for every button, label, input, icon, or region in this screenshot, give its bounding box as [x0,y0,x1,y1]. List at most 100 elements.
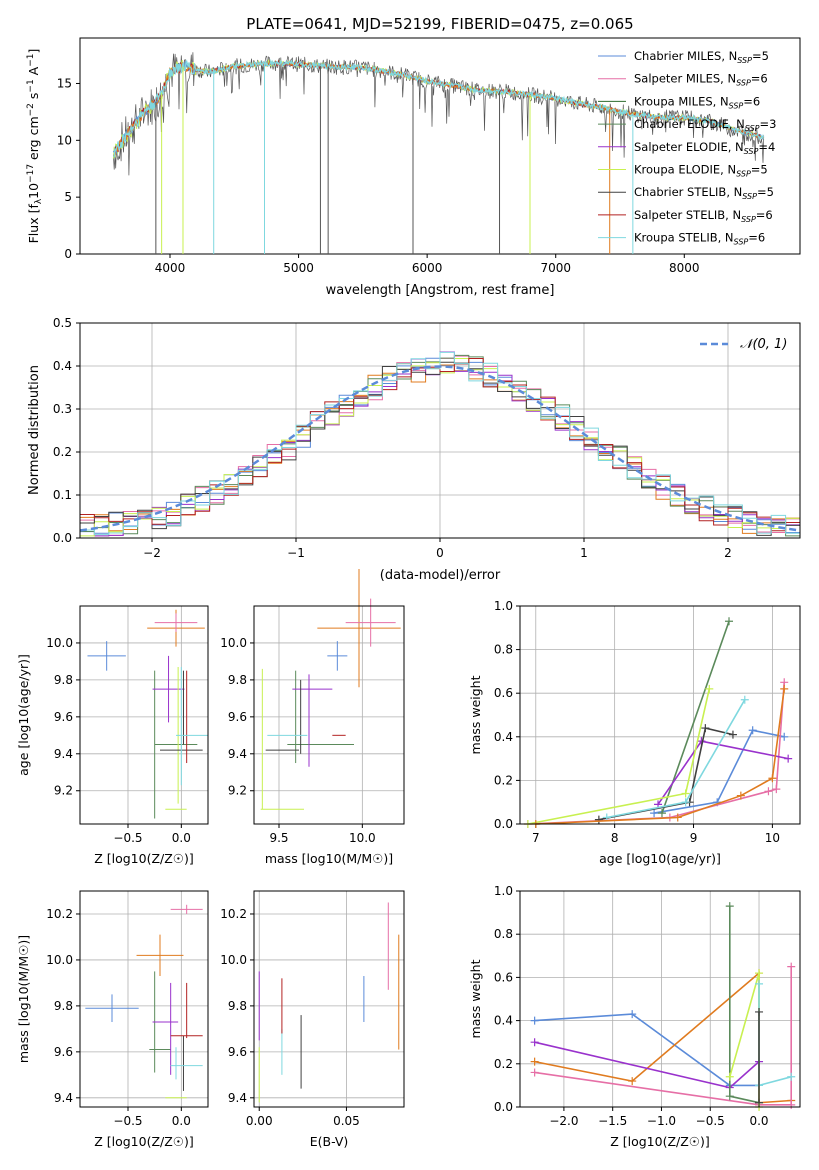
data-marker [787,1100,796,1109]
data-marker [657,809,666,818]
y-tick-label: 0.0 [53,531,72,545]
mass-weight-series [606,699,746,819]
panel-frame [79,890,209,1108]
x-tick-label: 10.0 [349,831,376,845]
histogram-step [80,351,800,536]
y-tick-label: 10.0 [46,953,73,967]
spectrum-ylabel: Flux [fλ10−17 erg cm−2 s−1 A−1] [26,49,44,244]
weight-vs-z-panel: −2.0 −1.5 −1.0 −0.5 0.0 0.0 0.2 0.4 0.6 0.8 1.0 Z [… [468,884,801,1149]
x-tick-label: 9 [690,831,698,845]
y-tick-label: 9.8 [54,673,73,687]
mass-weight-series [653,729,785,814]
data-marker [725,1072,734,1081]
data-marker [650,809,659,818]
data-marker [530,1068,539,1077]
normal-curve [79,365,801,532]
data-marker [787,962,796,971]
histogram-xlabel: (data-model)/error [380,568,501,583]
y-tick-label: 9.6 [228,710,247,724]
x-tick-label: −1 [287,546,305,560]
age-vs-z-panel: −0.5 0.0 9.2 9.4 9.6 9.8 10.0 Z [log10(Z/Z☉)] ag… [16,605,209,866]
mass-weight-series [527,682,785,825]
x-tick-label: −2.0 [549,1114,578,1128]
data-marker [530,1038,539,1047]
x-tick-label: 0.0 [749,1114,768,1128]
data-marker [764,787,773,796]
y-tick-label: 1.0 [494,884,513,898]
y-tick-label: 9.6 [54,710,73,724]
panel-frame [253,605,405,825]
legend-label: Kroupa MILES, NSSP=6 [634,94,760,110]
y-tick-label: 9.2 [54,784,73,798]
legend-label: Chabrier STELIB, NSSP=5 [634,185,774,201]
y-tick-label: 9.4 [228,747,247,761]
spectrum-legend: Chabrier MILES, NSSP=5 Salpeter MILES, NS… [598,49,776,247]
mass-vs-z-panel: −0.5 0.0 9.4 9.6 9.8 10.0 10.2 Z [log10(Z/Z☉)] m… [16,890,209,1149]
data-marker [755,1098,764,1107]
y-tick-label: 9.2 [228,784,247,798]
data-marker [594,815,603,824]
y-tick-label: 10 [57,133,72,147]
data-marker [530,1016,539,1025]
histogram-ticks: −2 −1 0 1 2 0.0 0.1 0.2 0.3 0.4 0.5 [53,316,732,560]
age-vs-mass-panel: 9.5 10.0 9.2 9.4 9.6 9.8 10.0 mass [log10(M/M☉)… [220,569,405,866]
y-tick-label: 9.4 [54,747,73,761]
y-tick-label: 0.2 [53,445,72,459]
legend-label: Chabrier MILES, NSSP=5 [634,49,769,65]
histogram-steps [79,351,801,537]
x-axis-label: age [log10(age/yr)] [599,851,721,866]
x-tick-label: 0.00 [246,1114,273,1128]
legend-label: Salpeter MILES, NSSP=6 [634,72,768,88]
y-tick-label: 0.4 [494,1014,513,1028]
legend-label: Kroupa ELODIE, NSSP=5 [634,163,768,179]
data-marker [628,1010,637,1019]
x-tick-label: 7 [532,831,540,845]
x-tick-label: −2 [143,546,161,560]
x-tick-label: 2 [724,546,732,560]
mass-weight-series [729,906,760,1104]
x-axis-label: Z [log10(Z/Z☉)] [94,1134,194,1149]
data-marker [736,791,745,800]
x-axis-label: mass [log10(M/M☉)] [265,851,393,866]
legend-label: Kroupa STELIB, NSSP=6 [634,231,765,247]
spectrum-lines [112,52,765,254]
mass-vs-ebv-panel: 0.00 0.05 9.4 9.6 9.8 10.0 10.2 E(B-V) [220,890,405,1149]
y-axis-label: age [log10(age/yr)] [16,654,31,776]
y-tick-label: 0.1 [53,488,72,502]
y-tick-label: 10.0 [220,953,247,967]
x-tick-label: −0.5 [113,1114,142,1128]
data-marker [755,969,764,978]
mass-weight-series [729,972,760,1107]
data-marker [772,785,781,794]
x-tick-label: 0.0 [172,831,191,845]
y-tick-label: 9.8 [228,673,247,687]
x-axis-label: Z [log10(Z/Z☉)] [610,1134,710,1149]
y-axis-label: mass weight [468,675,483,754]
legend-normal-label: 𝒩(0, 1) [740,337,787,352]
data-marker [768,774,777,783]
data-marker [673,813,682,822]
y-tick-label: 9.4 [228,1091,247,1105]
y-tick-label: 10.2 [220,907,247,921]
data-marker [705,684,714,693]
y-tick-label: 0.5 [53,316,72,330]
y-tick-label: 0 [64,247,72,261]
y-tick-label: 9.6 [228,1045,247,1059]
mass-weight-series [534,966,792,1106]
data-marker [780,684,789,693]
data-marker [530,1057,539,1066]
y-tick-label: 5 [64,190,72,204]
data-marker [740,695,749,704]
y-axis-label: mass [log10(M/M☉)] [16,935,31,1063]
x-tick-label: 1 [580,546,588,560]
x-tick-label: 0.05 [333,1114,360,1128]
data-marker [725,1092,734,1101]
y-tick-label: 0.3 [53,402,72,416]
y-tick-label: 0.6 [494,970,513,984]
y-tick-label: 10.2 [46,907,73,921]
x-tick-label: −1.0 [647,1114,676,1128]
y-tick-label: 0.0 [494,1100,513,1114]
data-marker [780,732,789,741]
mass-weight-series [534,1041,760,1089]
data-marker [755,979,764,988]
